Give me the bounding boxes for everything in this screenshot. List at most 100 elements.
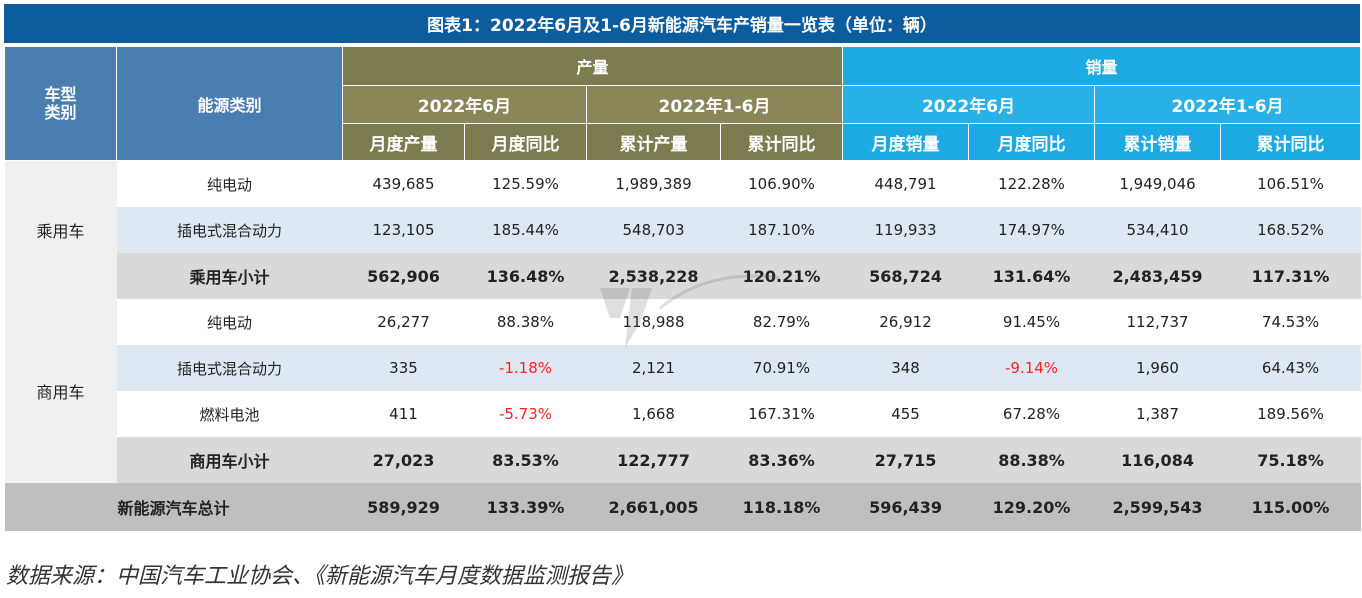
col-monthly-sales: 月度销量 [842,123,970,161]
table-row: 乘用车 纯电动 439,685 125.59% 1,989,389 106.90% 448,… [4,160,1361,299]
table-cell: 118,988 [622,313,685,331]
table-cell: 70.91% [720,345,843,391]
vehicle-category: 商用车 [4,299,117,483]
table-cell: 112,737 [1126,313,1189,331]
table-cell: 123,105 [342,207,465,253]
source-note: 数据来源：中国汽车工业协会、《新能源汽车月度数据监测报告》 [6,564,634,589]
table-title: 图表1：2022年6月及1-6月新能源汽车产销量一览表（单位：辆） [4,4,1360,43]
table-cell: -9.14% [968,345,1095,391]
table-cell: 122,777 [586,437,721,483]
header-prod-janjun: 2022年1-6月 [585,85,844,124]
table-cell: 2,599,543 [1094,483,1221,531]
table-cell: 67.28% [1002,405,1061,423]
col-monthly-yoy: 月度同比 [464,123,587,161]
table-cell: 187.10% [720,207,843,253]
table-row: 商用车 纯电动 26,277 88.38% 118,988 82.79% 26,912 91.… [4,299,1361,483]
table-cell: 64.43% [1220,345,1361,391]
table-cell: 106.51% [1257,175,1324,193]
table-cell: 131.64% [968,253,1095,299]
total-row: 新能源汽车总计 589,929 133.39% 2,661,005 118.18% 596… [4,483,1361,531]
table-cell: 2,121 [586,345,721,391]
header-sales-june: 2022年6月 [842,85,1096,124]
table-cell: 1,989,389 [615,175,692,193]
table-cell: 74.53% [1261,313,1320,331]
table-cell: 167.31% [748,405,815,423]
table-cell: -1.18% [464,345,587,391]
table-cell: 91.45% [1002,313,1061,331]
table-cell: 83.53% [464,437,587,483]
total-label: 新能源汽车总计 [4,483,343,531]
table-cell: 26,277 [377,313,430,331]
table-cell: 117.31% [1220,253,1361,299]
table-cell: 133.39% [464,483,587,531]
table-cell: 122.28% [998,175,1065,193]
header-production: 产量 [341,46,844,86]
table-cell: 185.44% [464,207,587,253]
table-cell: 348 [842,345,969,391]
table-cell: 75.18% [1220,437,1361,483]
table-cell: 548,703 [586,207,721,253]
table-cell: 136.48% [464,253,587,299]
table-cell: 83.36% [720,437,843,483]
col-cumulative-yoy: 累计同比 [719,123,844,161]
table-cell: 26,912 [879,313,932,331]
table-cell: 1,949,046 [1119,175,1196,193]
table-cell: 596,439 [842,483,969,531]
table-cell: 2,661,005 [586,483,721,531]
energy-label: 乘用车小计 [116,253,343,299]
col-monthly-yoy: 月度同比 [968,123,1096,161]
vehicle-category: 乘用车 [4,160,117,299]
table-cell: 174.97% [968,207,1095,253]
col-cumulative-sales: 累计销量 [1094,123,1222,161]
table-cell: 335 [342,345,465,391]
table-cell: 125.59% [492,175,559,193]
table-cell: 119,933 [842,207,969,253]
table-cell: 562,906 [342,253,465,299]
table-row: 燃料电池 411 -5.73% 1,668 167.31% 455 67.28% 1,387 1… [5,391,1361,437]
table-cell: 82.79% [752,313,811,331]
table-cell: 88.38% [968,437,1095,483]
col-monthly-production: 月度产量 [342,123,465,161]
table-cell: 115.00% [1220,483,1361,531]
energy-label: 燃料电池 [199,405,260,424]
table-cell: 118.18% [720,483,843,531]
table-cell: 27,023 [342,437,465,483]
table-cell: 168.52% [1220,207,1361,253]
energy-label: 纯电动 [206,313,252,332]
table-cell: 88.38% [496,313,555,331]
table-row: 插电式混合动力 123,105 185.44% 548,703 187.10% 119,9… [5,207,1361,253]
table-cell: 455 [891,405,920,423]
table-row: 插电式混合动力 335 -1.18% 2,121 70.91% 348 -9.14% 1,96… [5,345,1361,391]
energy-label: 插电式混合动力 [116,345,343,391]
table-cell: 589,929 [342,483,465,531]
table-cell: 1,387 [1136,405,1179,423]
table-cell: 1,960 [1094,345,1221,391]
header-vehicle-type: 车型 类别 [4,46,117,161]
table-cell: 27,715 [842,437,969,483]
subtotal-row: 乘用车小计 562,906 136.48% 2,538,228 120.21% 568,7… [5,253,1361,299]
energy-label: 纯电动 [206,175,252,194]
table-cell: 189.56% [1257,405,1324,423]
col-cumulative-production: 累计产量 [586,123,721,161]
header-sales: 销量 [842,46,1362,86]
table-cell: 568,724 [842,253,969,299]
table-cell: -5.73% [498,405,553,423]
energy-label: 商用车小计 [116,437,343,483]
table-cell: 439,685 [372,175,435,193]
header-prod-june: 2022年6月 [342,85,587,124]
table-cell: 116,084 [1094,437,1221,483]
col-cumulative-yoy: 累计同比 [1220,123,1362,161]
table-cell: 129.20% [968,483,1095,531]
data-table: 车型 类别 能源类别 产量 销量 2022年6月 2022年1-6月 2022年… [4,46,1362,531]
header-sales-janjun: 2022年1-6月 [1094,85,1362,124]
energy-label: 插电式混合动力 [116,207,343,253]
table-cell: 2,483,459 [1094,253,1221,299]
subtotal-row: 商用车小计 27,023 83.53% 122,777 83.36% 27,715 88.3… [5,437,1361,483]
table-cell: 1,668 [632,405,675,423]
table-cell: 2,538,228 [586,253,721,299]
table-cell: 120.21% [720,253,843,299]
header-energy-type: 能源类别 [116,46,343,161]
table-cell: 448,791 [874,175,937,193]
table-cell: 411 [389,405,418,423]
table-cell: 106.90% [748,175,815,193]
